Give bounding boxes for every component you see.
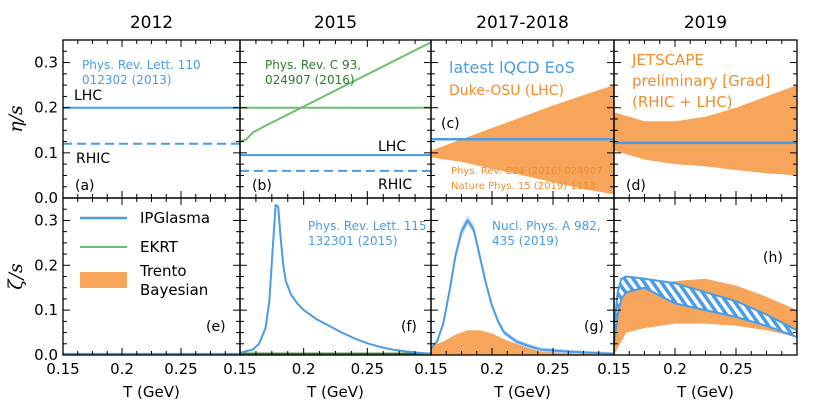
panel-c-ref1: Phys. Rev. C94 (2016) 024907 [451, 166, 603, 177]
panel-c-ref2: Nature Phys. 15 (2019) 1113 [451, 181, 596, 192]
panel-f-ref-line1: Phys. Rev. Lett. 115 [308, 219, 427, 233]
panel-g-lines [431, 219, 614, 355]
y-tick-label-0.0: 0.0 [34, 346, 58, 364]
panel-label-c: (c) [441, 116, 460, 132]
panel-label-a: (a) [75, 178, 95, 194]
panel-a-ref-line1: Phys. Rev. Lett. 110 [82, 58, 201, 72]
y-tick-label-0.3: 0.3 [34, 211, 58, 229]
panel-label-g: (g) [584, 319, 604, 335]
panel-a-rhic-label: RHIC [76, 151, 110, 167]
panel-h-fill [614, 275, 797, 355]
y-tick-label-0.1: 0.1 [34, 301, 58, 319]
panel-d-title-line3: (RHIC + LHC) [632, 93, 733, 111]
x-axis-label: T (GeV) [122, 383, 180, 401]
panel-g-trento-band [431, 330, 614, 355]
x-tick-label-0.25: 0.25 [536, 360, 569, 378]
x-axis-label: T (GeV) [676, 383, 734, 401]
panel-b-ref-line1: Phys. Rev. C 93, [265, 58, 361, 72]
panel-label-f: (f) [401, 319, 417, 335]
panel-d-title-line2: preliminary [Grad] [632, 72, 770, 90]
panel-a-lhc-label: LHC [74, 88, 102, 104]
x-tick-label-0.25: 0.25 [164, 360, 197, 378]
legend-trento-swatch [80, 272, 127, 288]
panel-d-fill [614, 85, 797, 176]
panel-h-frame [613, 197, 798, 356]
panel-g-ref-line1: Nucl. Phys. A 982, [492, 219, 601, 233]
y-tick-label-0.2: 0.2 [34, 256, 58, 274]
panel-label-b: (b) [252, 178, 272, 194]
x-tick-label-0.25: 0.25 [719, 360, 752, 378]
panel-b-ekrt-rising-line [240, 41, 431, 143]
x-tick-label-0.25: 0.25 [351, 360, 384, 378]
panel-label-e: (e) [206, 319, 226, 335]
panel-h-trento-band [614, 278, 797, 355]
panel-d-title-line1: JETSCAPE [631, 51, 704, 69]
legend-ekrt-label: EKRT [140, 238, 179, 256]
legend-bayesian-label: Bayesian [140, 281, 208, 299]
x-tick-label-0.15: 0.15 [223, 360, 256, 378]
y-tick-label-0.3: 0.3 [34, 54, 58, 72]
column-title-2015: 2015 [314, 13, 357, 33]
panel-b-rhic-label: RHIC [378, 177, 412, 193]
panel-h-ipglasma-hatched-band [614, 275, 797, 347]
panel-b-lines [240, 41, 431, 172]
x-tick-label-0.2: 0.2 [663, 360, 687, 378]
x-tick-label-0.2: 0.2 [110, 360, 134, 378]
column-title-2017-2018: 2017-2018 [476, 13, 569, 33]
panel-label-d: (d) [626, 178, 646, 194]
bottom-row-ylabel: ζ/s [5, 263, 27, 290]
x-tick-label-0.2: 0.2 [480, 360, 504, 378]
top-row-ylabel: η/s [5, 105, 27, 133]
x-tick-label-0.15: 0.15 [597, 360, 630, 378]
panel-g-ref-line2: 435 (2019) [492, 234, 559, 248]
panel-b-ref-line2: 024907 (2016) [265, 73, 355, 87]
panel-f-ref-line2: 132301 (2015) [308, 234, 398, 248]
panel-a-lines [63, 106, 240, 145]
panel-label-h: (h) [763, 250, 783, 266]
y-tick-label-0.0: 0.0 [34, 189, 58, 207]
x-axis-label: T (GeV) [493, 383, 551, 401]
panel-b-lhc-label: LHC [378, 139, 406, 155]
column-title-2012: 2012 [130, 13, 173, 33]
y-tick-label-0.2: 0.2 [34, 99, 58, 117]
column-title-2019: 2019 [684, 13, 727, 33]
panel-g-fill [431, 215, 614, 355]
panel-c-subtitle: Duke-OSU (LHC) [449, 83, 564, 99]
legend-ipglasma-label: IPGlasma [140, 209, 210, 227]
x-axis-label: T (GeV) [306, 383, 364, 401]
legend-trento-label: Trento [139, 262, 187, 280]
panel-a-ref-line2: 012302 (2013) [82, 73, 172, 87]
panel-d-trento-band [614, 85, 797, 176]
panel-f-ipglasma-line [240, 203, 431, 355]
x-tick-label-0.15: 0.15 [46, 360, 79, 378]
x-tick-label-0.2: 0.2 [292, 360, 316, 378]
panel-c-title: latest lQCD EoS [449, 58, 575, 77]
x-tick-label-0.15: 0.15 [414, 360, 447, 378]
y-tick-label-0.1: 0.1 [34, 144, 58, 162]
panel-g-ipglasma-line [431, 219, 614, 355]
